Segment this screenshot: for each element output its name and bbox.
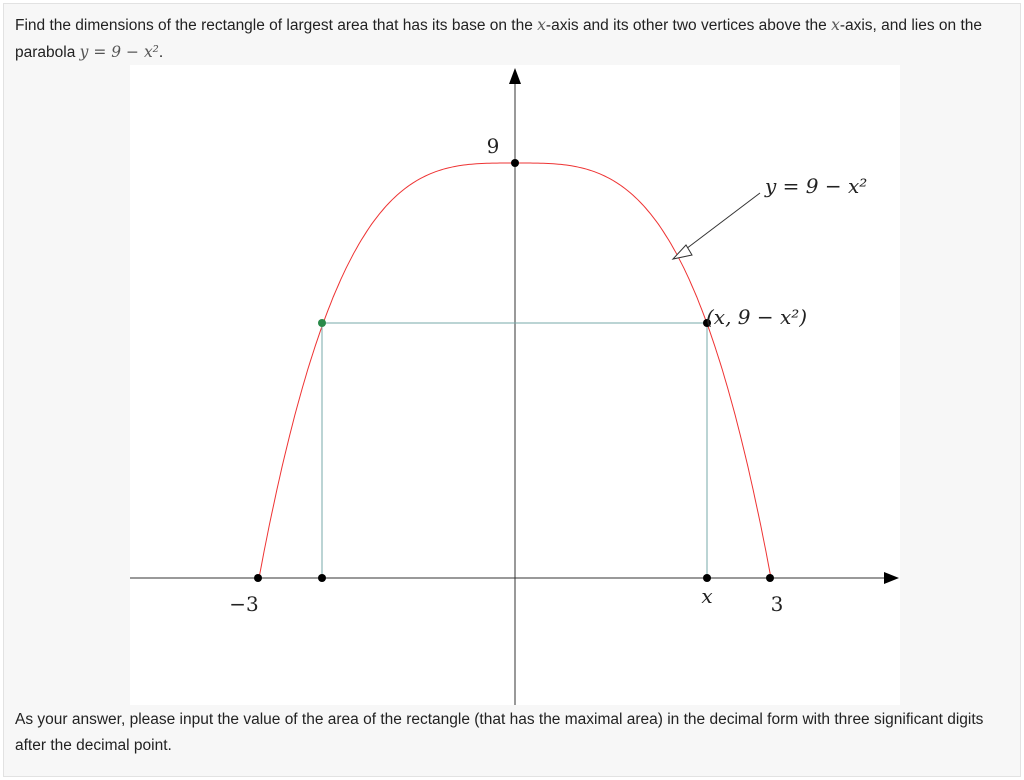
arrowhead	[509, 68, 521, 84]
point	[318, 574, 326, 582]
arrowhead	[884, 572, 899, 584]
point	[766, 574, 774, 582]
math: y = 9 − x²	[79, 43, 159, 61]
label: −3	[229, 592, 258, 616]
math: x	[831, 16, 840, 34]
question-text: -axis, and lies on the parabola	[15, 17, 982, 61]
math: x	[537, 16, 546, 34]
question-text: -axis and its other two vertices above t…	[545, 17, 832, 34]
question-text: Find the dimensions of the rectangle of …	[15, 17, 538, 34]
pointer-head	[671, 244, 693, 260]
point	[703, 319, 711, 327]
point	[318, 319, 326, 327]
points	[254, 159, 774, 582]
pointer	[681, 192, 761, 253]
point	[254, 574, 262, 582]
instruction: As your answer, please input the value o…	[15, 711, 984, 754]
label: 9	[487, 134, 500, 158]
label: y = 9 − x²	[764, 174, 867, 198]
label: 3	[771, 592, 784, 616]
question-text: .	[158, 44, 164, 61]
label: (x, 9 − x²)	[706, 305, 807, 329]
point	[511, 159, 519, 167]
label: x	[701, 584, 712, 608]
rectangle	[321, 322, 708, 578]
question: Find the dimensions of the rectangle of …	[15, 12, 1010, 66]
point	[703, 574, 711, 582]
